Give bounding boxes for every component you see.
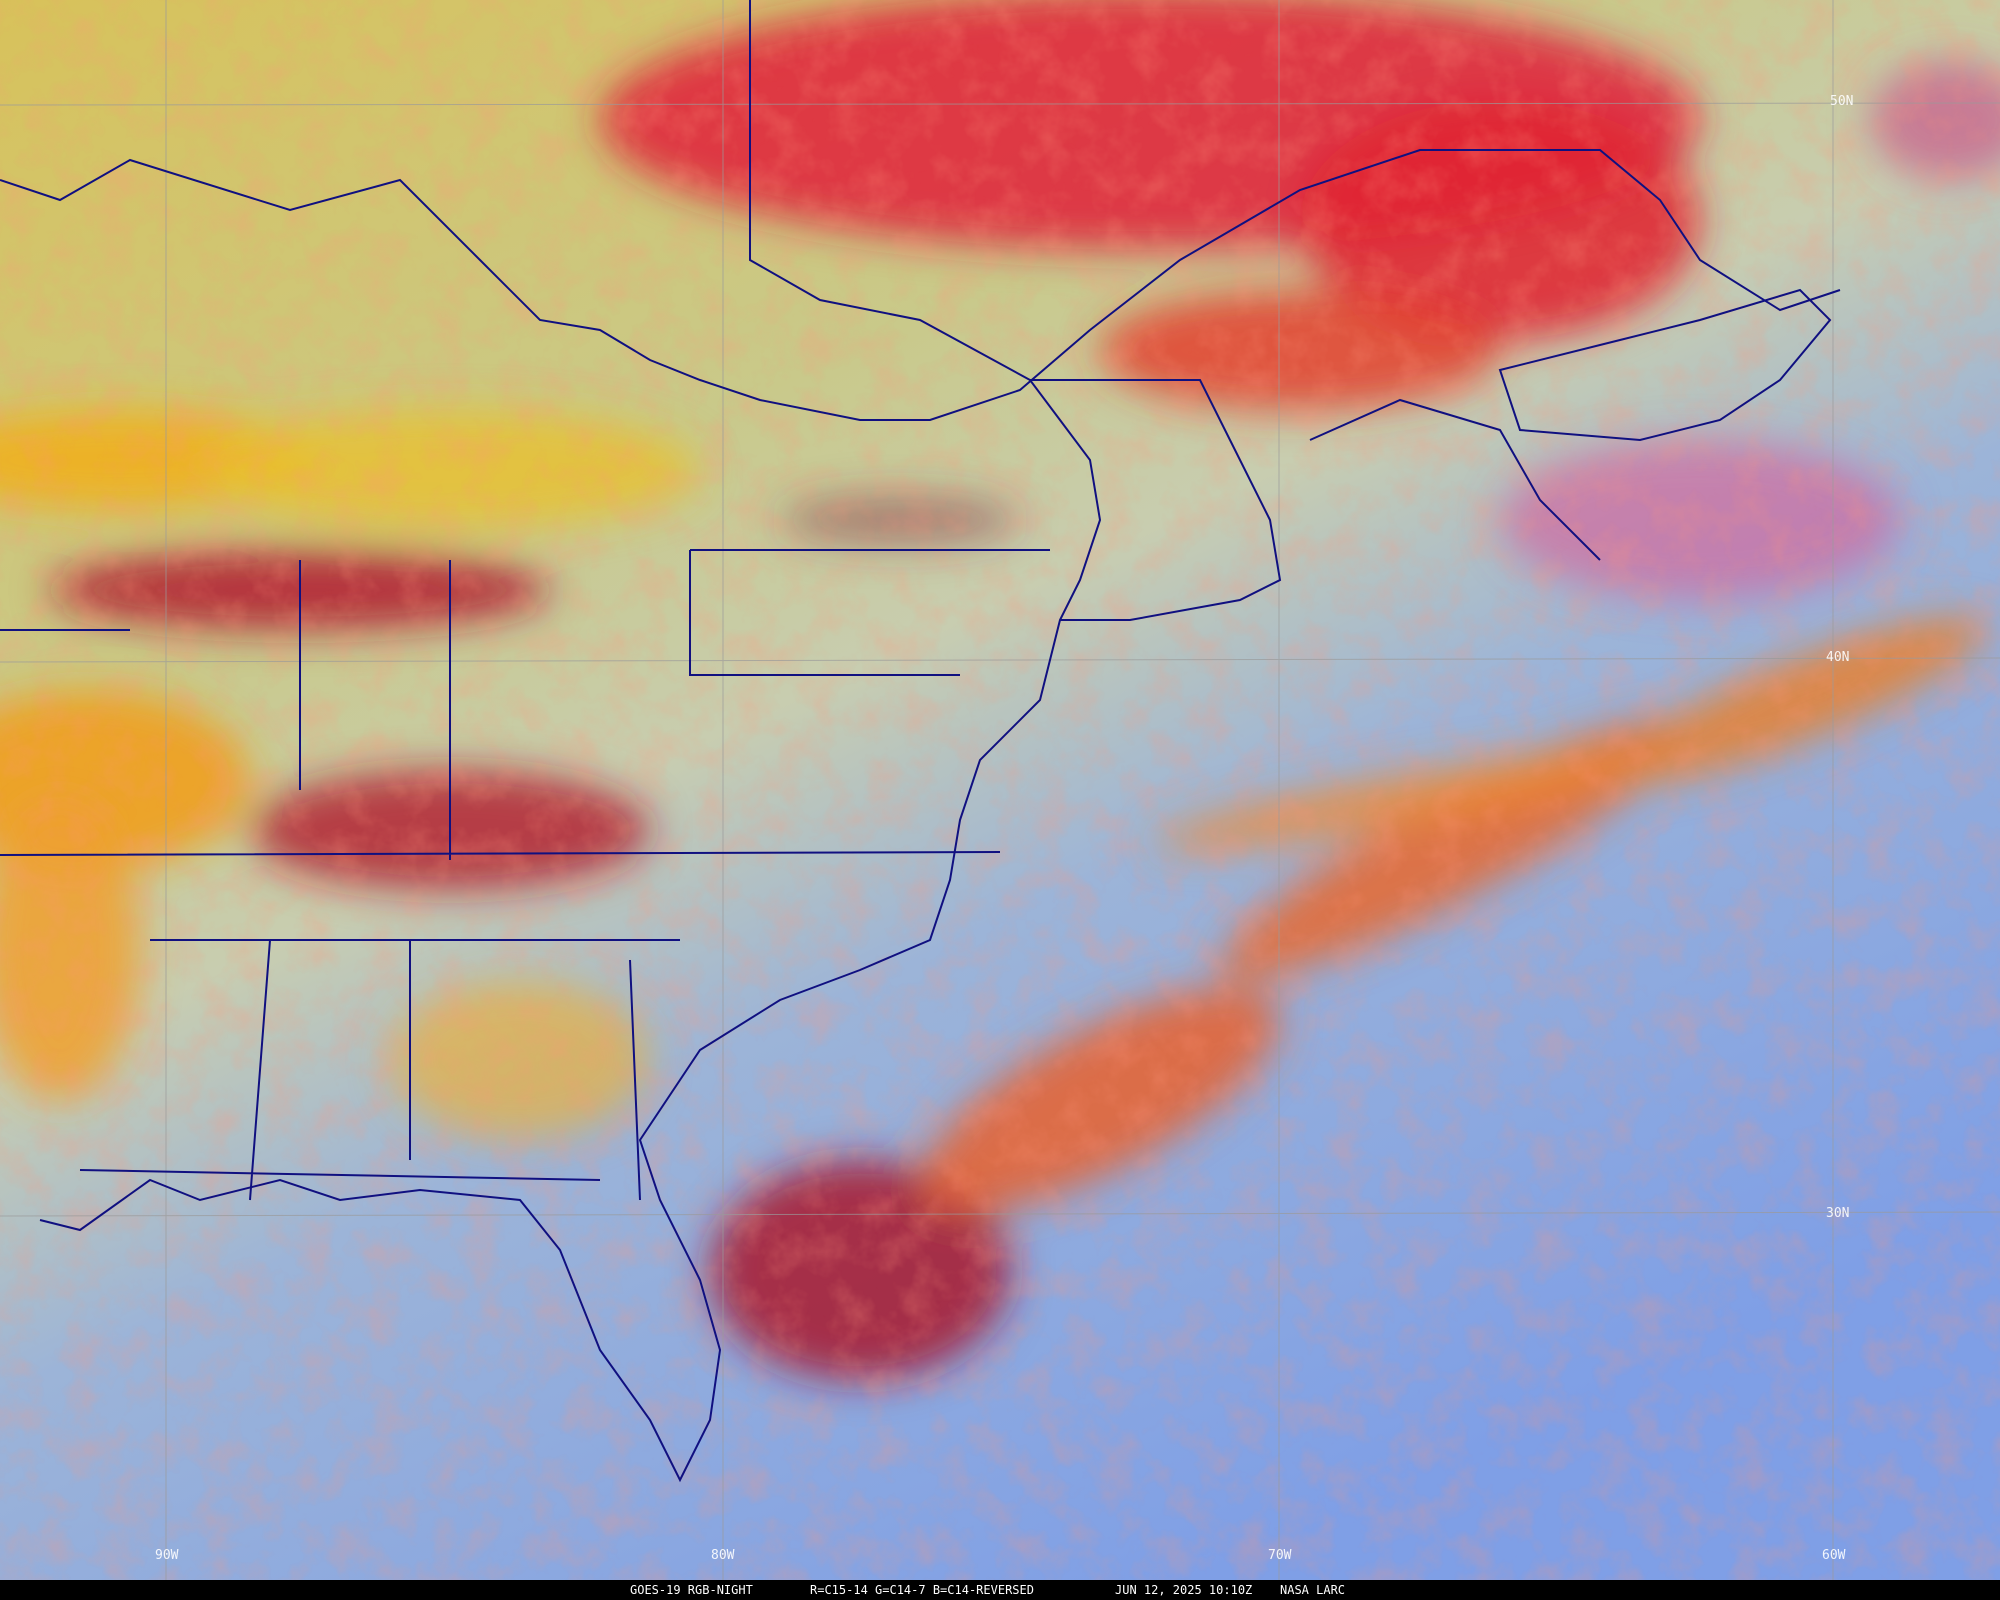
caption-bar: GOES-19 RGB-NIGHT R=C15-14 G=C14-7 B=C14… bbox=[0, 1580, 2000, 1600]
channel-recipe: R=C15-14 G=C14-7 B=C14-REVERSED bbox=[810, 1583, 1034, 1597]
credit: NASA LARC bbox=[1280, 1583, 1346, 1597]
longitude-label-80w: 80W bbox=[711, 1548, 735, 1563]
longitude-label-90w: 90W bbox=[155, 1548, 179, 1563]
product-name: GOES-19 RGB-NIGHT bbox=[630, 1583, 753, 1597]
longitude-label-70w: 70W bbox=[1268, 1548, 1292, 1563]
image-datetime: JUN 12, 2025 10:10Z bbox=[1115, 1583, 1253, 1597]
latitude-label-50n: 50N bbox=[1830, 94, 1854, 109]
latitude-label-30n: 30N bbox=[1826, 1206, 1850, 1221]
longitude-label-60w: 60W bbox=[1822, 1548, 1846, 1563]
political-boundaries bbox=[0, 0, 1841, 1483]
latitude-label-40n: 40N bbox=[1826, 650, 1850, 665]
